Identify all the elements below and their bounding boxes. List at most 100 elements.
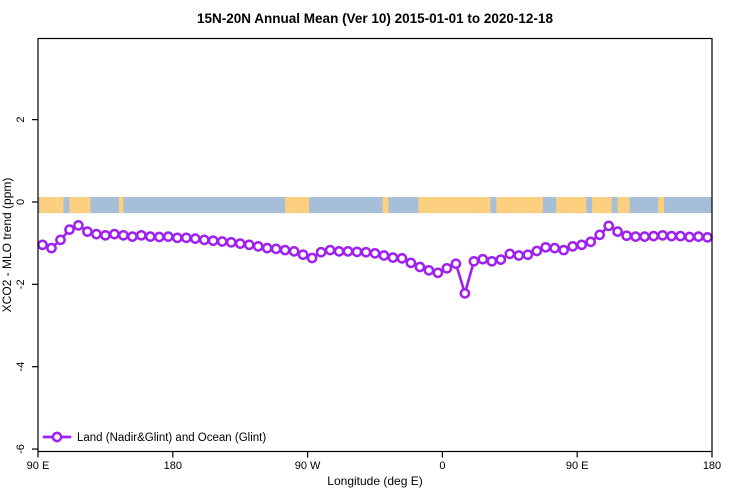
data-point [468,255,480,267]
data-point [118,229,129,241]
data-point [630,231,641,242]
data-point [612,226,623,237]
data-point [693,231,704,242]
data-point [288,246,300,257]
data-point [603,220,615,232]
land-segment [69,197,91,214]
y-tick-label: 0 [15,199,27,205]
data-point [378,250,390,261]
data-point [576,239,588,251]
chart-title: 15N-20N Annual Mean (Ver 10) 2015-01-01 … [197,11,553,26]
data-point [702,232,713,243]
data-point [100,229,111,241]
data-point [55,234,66,246]
data-point [261,242,273,254]
x-tick-label: 90 W [295,460,321,472]
data-point [64,224,75,235]
data-point [333,246,345,257]
land-segment [39,197,64,214]
data-point [459,288,471,299]
data-point [414,261,426,273]
legend-label: Land (Nadir&Glint) and Ocean (Glint) [77,432,266,444]
data-point [432,267,444,279]
data-point [73,220,84,231]
data-point [531,245,543,257]
data-point [594,229,606,241]
land-ocean-band [38,197,712,214]
legend-marker-icon [51,431,63,443]
land-segment [496,197,543,214]
data-point [585,236,597,248]
land-segment [617,197,630,214]
y-tick-label: -2 [15,279,27,289]
data-point [109,228,120,240]
data-point [252,241,264,252]
data-point [270,243,282,255]
x-tick-label: 180 [164,460,182,472]
land-segment [118,197,124,214]
x-axis: 90 E 180 90 W 0 90 E 180 [27,451,721,472]
y-tick-label: 2 [15,117,27,123]
data-point [324,244,336,256]
data-point [522,249,534,261]
y-tick-label: -6 [15,444,27,454]
land-segment [382,197,389,214]
data-point [666,230,677,242]
data-point [234,238,246,249]
data-point [558,244,570,256]
data-point [37,239,48,251]
data-point [216,236,228,247]
land-segment [658,197,665,214]
data-point [405,257,417,269]
data-series [37,220,713,299]
data-point [189,233,201,244]
data-point [540,241,552,253]
x-tick-label: 90 E [566,460,589,472]
data-point [46,242,57,254]
legend: Land (Nadir&Glint) and Ocean (Glint) [42,431,266,444]
data-point [450,258,462,270]
data-point [162,231,174,242]
land-segment [418,197,491,214]
y-axis-label: XCO2 - MLO trend (ppm) [0,178,14,313]
x-axis-label: Longitude (deg E) [327,474,422,488]
data-point [297,249,309,261]
data-point [360,246,372,258]
data-point [495,254,507,265]
data-point [243,239,255,251]
data-point [396,253,408,264]
data-point [144,231,156,242]
data-point [225,236,237,248]
data-point [135,229,147,241]
data-point [684,231,695,243]
data-point [549,242,561,254]
data-point [639,231,650,242]
data-point [153,231,165,243]
data-point [486,255,498,267]
y-axis: 2 0 -2 -4 -6 [15,117,38,454]
data-point [180,232,192,244]
data-point [171,232,183,244]
data-point [513,250,525,261]
x-tick-label: 180 [703,460,721,472]
x-tick-label: 90 E [27,460,50,472]
data-point [441,262,453,274]
data-point [91,228,102,240]
land-segment [285,197,310,214]
x-tick-label: 0 [439,460,445,472]
data-point [315,246,327,258]
data-point [198,234,210,246]
plot-border [37,37,713,453]
data-point [279,244,291,256]
data-point [207,235,219,247]
data-point [675,230,686,242]
data-point [387,252,399,263]
ocean-band [38,197,712,214]
data-point [306,252,318,264]
land-segment [592,197,612,214]
data-point [351,246,363,258]
data-point [342,246,354,257]
data-point [567,241,579,252]
